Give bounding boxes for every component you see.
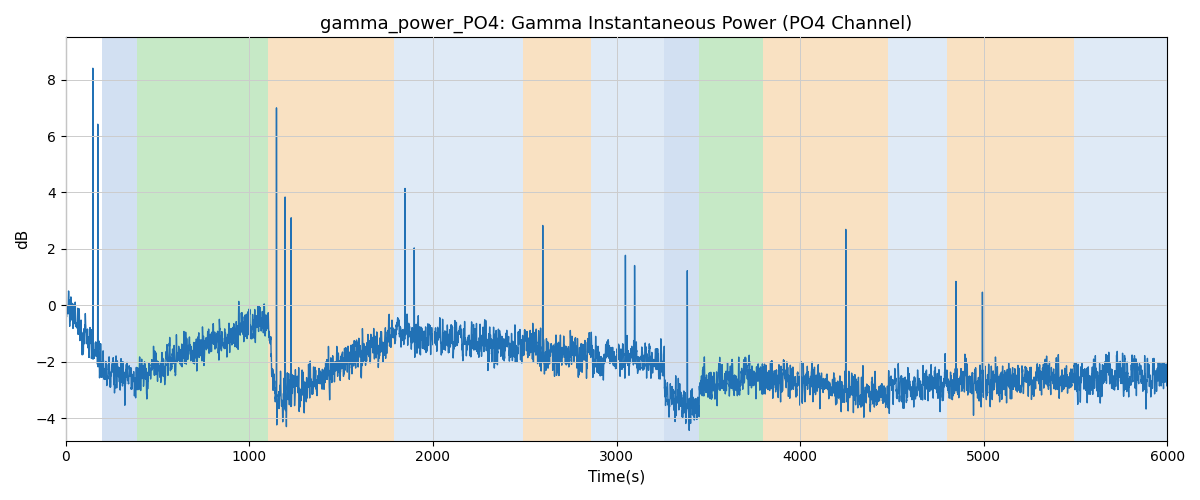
Bar bbox=[947, 38, 1074, 440]
Bar bbox=[1074, 38, 1168, 440]
Bar bbox=[888, 38, 947, 440]
Bar bbox=[395, 38, 523, 440]
Title: gamma_power_PO4: Gamma Instantaneous Power (PO4 Channel): gamma_power_PO4: Gamma Instantaneous Pow… bbox=[320, 15, 913, 34]
Bar bbox=[763, 38, 888, 440]
Bar bbox=[665, 38, 700, 440]
Bar bbox=[700, 38, 763, 440]
Bar bbox=[523, 38, 590, 440]
X-axis label: Time(s): Time(s) bbox=[588, 470, 646, 485]
Bar bbox=[268, 38, 395, 440]
Bar bbox=[590, 38, 665, 440]
Y-axis label: dB: dB bbox=[16, 229, 30, 249]
Bar bbox=[137, 38, 268, 440]
Bar bbox=[102, 38, 137, 440]
